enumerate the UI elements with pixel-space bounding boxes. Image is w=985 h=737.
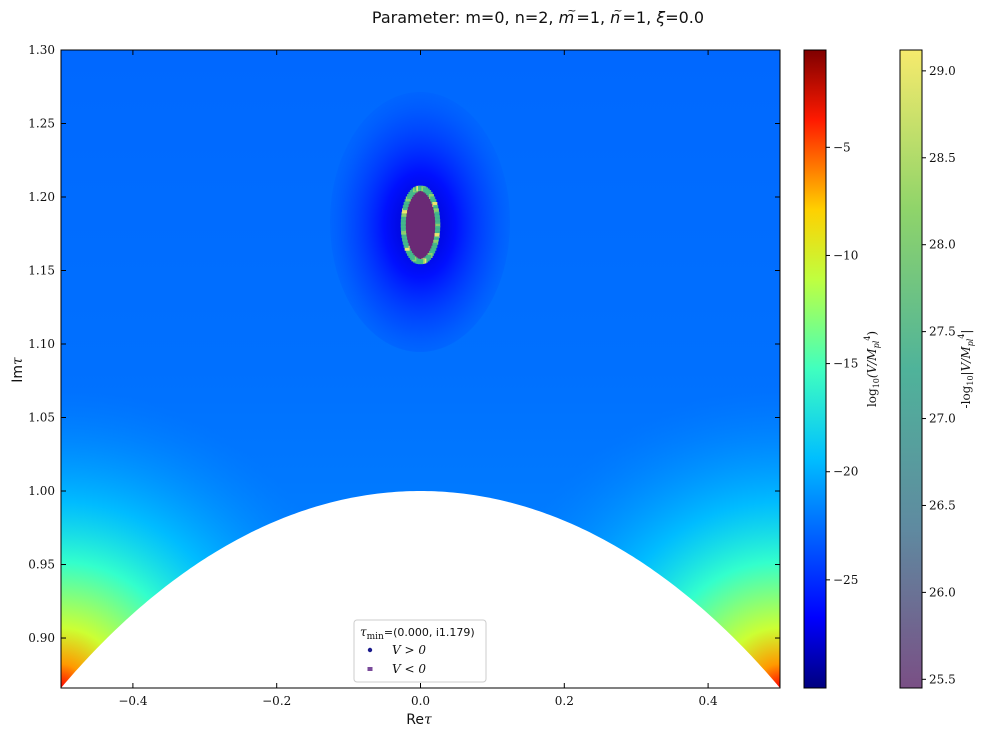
minimum-marker (400, 185, 441, 265)
scatter-point (433, 239, 439, 245)
colorbar-tick-label: −5 (833, 140, 851, 154)
colorbar-tick-label: −20 (833, 465, 858, 479)
x-tick-label: 0.0 (411, 694, 430, 708)
colorbar-jet: −25 −20 −15 −10 −5 log10(V/Mpl4) (803, 49, 881, 689)
colorbar-tick-label: 25.5 (929, 672, 956, 686)
colorbar-tick-label: 26.5 (929, 498, 956, 512)
x-axis-title: Reτ (406, 712, 432, 728)
colorbar-tick-label: 28.0 (929, 238, 956, 252)
y-tick-label: 1.05 (28, 411, 55, 425)
y-tick-label: 0.95 (28, 558, 55, 572)
scatter-point (405, 248, 411, 254)
legend-box (353, 619, 487, 683)
colorbar-viridis-label: -log10|V/Mpl4| (957, 330, 975, 409)
scatter-point (404, 245, 410, 251)
scatter-point (404, 199, 410, 205)
scatter-point (433, 205, 439, 211)
colorbar-tick-label: −15 (833, 357, 858, 371)
colorbar-tick-label: 28.5 (929, 151, 956, 165)
scatter-point (431, 245, 437, 251)
colorbar-jet-ticks: −25 −20 −15 −10 −5 (826, 140, 858, 587)
scatter-point (432, 202, 438, 208)
scatter-point (402, 239, 408, 245)
scatter-point (402, 205, 408, 211)
scatter-point (430, 196, 436, 202)
scatter-point (435, 226, 441, 232)
x-axis-ticks: −0.4 −0.2 0.0 0.2 0.4 (118, 50, 718, 708)
y-tick-label: 1.30 (28, 43, 55, 57)
scatter-point (402, 208, 408, 214)
y-tick-label: 1.10 (28, 337, 55, 351)
scatter-point (400, 222, 406, 228)
scatter-point (434, 229, 440, 235)
scatter-point (432, 242, 438, 248)
colorbar-jet-label: log10(V/Mpl4) (863, 331, 881, 407)
colorbar-tick-label: 27.5 (929, 325, 956, 339)
scatter-point (403, 202, 409, 208)
x-tick-label: −0.4 (118, 694, 148, 708)
y-tick-label: 1.15 (28, 264, 55, 278)
colorbar-tick-label: −25 (833, 573, 858, 587)
x-tick-label: 0.2 (555, 694, 574, 708)
colorbar-tick-label: 26.0 (929, 585, 956, 599)
scatter-point (401, 215, 407, 221)
legend-label-neg: V < 0 (392, 662, 426, 676)
minimum-fill (403, 188, 438, 262)
scatter-point (401, 229, 407, 235)
legend: τmin=(0.000, i1.179) V > 0 V < 0 (353, 619, 487, 683)
scatter-point (402, 236, 408, 242)
scatter-point (433, 208, 439, 214)
chart-title: Parameter: m=0, n=2, m~=1, n~=1, ξ=0.0 (372, 4, 704, 27)
scatter-point (431, 199, 437, 205)
y-tick-label: 1.20 (28, 190, 55, 204)
scatter-point (434, 211, 440, 217)
scatter-point (435, 222, 441, 228)
heatmap (61, 50, 780, 688)
y-axis-title: Imτ (10, 357, 26, 383)
x-tick-label: −0.2 (262, 694, 291, 708)
scatter-point (401, 233, 407, 239)
y-tick-label: 1.25 (28, 117, 55, 131)
colorbar-viridis-bar (899, 49, 923, 689)
scatter-point (400, 218, 406, 224)
scatter-point (434, 233, 440, 239)
y-tick-label: 0.90 (28, 631, 55, 645)
colorbar-tick-label: 27.0 (929, 412, 956, 426)
x-tick-label: 0.4 (699, 694, 718, 708)
scatter-ring (400, 185, 441, 265)
y-tick-label: 1.00 (28, 484, 55, 498)
scatter-point (433, 236, 439, 242)
y-axis-ticks: 0.90 0.95 1.00 1.05 1.10 1.15 1.20 1.25 1.30 (28, 43, 780, 645)
colorbar-viridis: 25.5 26.0 26.5 27.0 27.5 28.0 28.5 29.0 -log10|… (899, 49, 975, 689)
legend-title: τmin=(0.000, i1.179) (360, 625, 475, 642)
scatter-point (403, 242, 409, 248)
scatter-point (435, 218, 441, 224)
colorbar-viridis-ticks: 25.5 26.0 26.5 27.0 27.5 28.0 28.5 29.0 (922, 64, 956, 686)
colorbar-tick-label: −10 (833, 248, 858, 262)
legend-label-pos: V > 0 (392, 643, 426, 657)
legend-marker-pos (367, 647, 373, 653)
scatter-point (401, 211, 407, 217)
scatter-point (400, 226, 406, 232)
colorbar-jet-bar (803, 49, 827, 689)
colorbar-tick-label: 29.0 (929, 64, 956, 78)
scatter-point (434, 215, 440, 221)
legend-marker-neg (367, 667, 373, 671)
excluded-region (61, 491, 780, 688)
